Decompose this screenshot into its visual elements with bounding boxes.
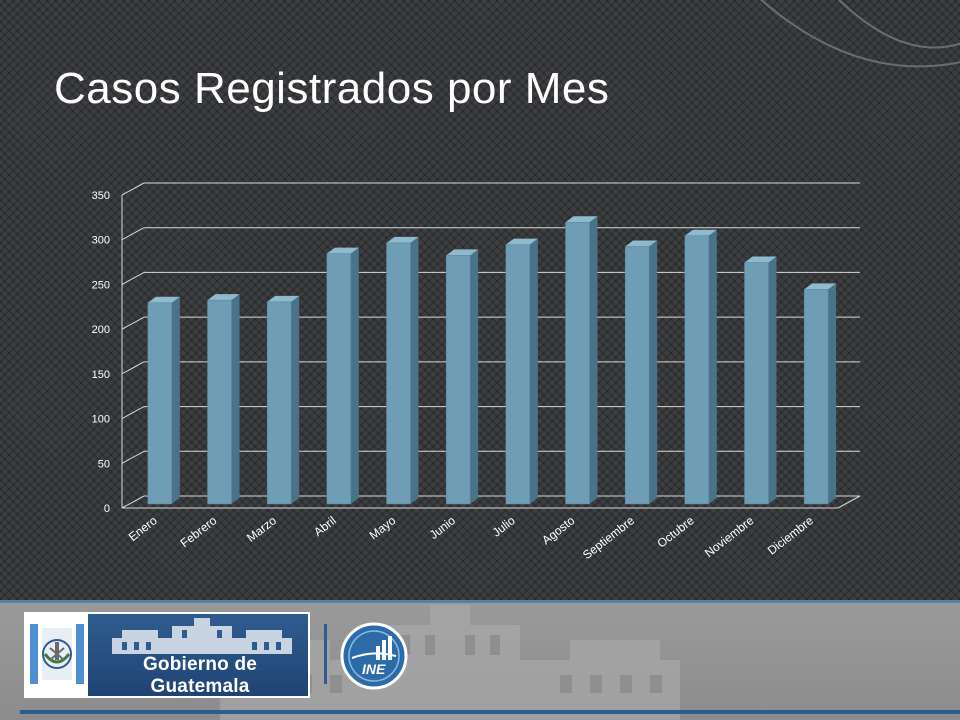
bar-top [386, 236, 419, 243]
y-tick-label: 150 [92, 369, 110, 381]
bar-febrero [207, 294, 240, 505]
bar-top [326, 247, 359, 254]
crest-box [26, 614, 88, 696]
bar-diciembre [803, 283, 837, 505]
bar-side [589, 216, 598, 505]
gobierno-label: Gobierno de Guatemala [142, 654, 258, 697]
bar-top [505, 238, 538, 245]
bar-junio [445, 249, 479, 505]
y-tick-label: 200 [92, 324, 110, 336]
x-tick-label: Mayo [367, 513, 399, 542]
gobierno-panel: Gobierno de Guatemala [24, 612, 310, 698]
gridline-diagonal [121, 495, 145, 509]
bar-top [565, 216, 598, 223]
bar-top [804, 283, 837, 290]
x-tick-label: Agosto [539, 513, 577, 547]
y-tick-label: 300 [92, 235, 110, 247]
bar-front [147, 302, 173, 505]
x-tick-label: Diciembre [765, 513, 816, 557]
bar-front [803, 289, 829, 505]
bar-top [625, 240, 658, 247]
bar-top [446, 249, 479, 256]
footer-divider [324, 624, 327, 684]
y-tick-label: 100 [92, 414, 110, 426]
bar-side [529, 238, 538, 504]
bar-front [505, 244, 531, 505]
bar-side [649, 240, 658, 504]
x-tick-label: Julio [490, 513, 518, 539]
bar-top [207, 294, 240, 301]
x-tick-label: Octubre [654, 513, 697, 551]
x-tick-label: Febrero [178, 513, 220, 550]
footer-top-line [0, 600, 960, 603]
x-tick-label: Septiembre [580, 513, 637, 562]
bar-front [445, 255, 471, 505]
bar-side [828, 283, 837, 504]
gridline-diagonal [121, 182, 145, 196]
bar-noviembre [744, 256, 777, 505]
bar-side [410, 236, 419, 504]
bar-marzo [266, 295, 300, 505]
gridline-diagonal [121, 406, 145, 420]
guatemala-crest-icon [30, 624, 84, 684]
floor-edge [837, 495, 861, 509]
bar-enero [147, 296, 180, 505]
bar-side [470, 249, 479, 504]
bar-top [744, 256, 777, 263]
bar-front [624, 246, 650, 505]
bar-top [147, 296, 180, 303]
bar-side [350, 247, 359, 504]
palace-icon [112, 618, 292, 654]
bar-front [386, 242, 411, 505]
page-title: Casos Registrados por Mes [54, 64, 610, 113]
bar-side [231, 294, 240, 504]
bar-agosto [565, 216, 598, 505]
footer-bottom-bar [20, 710, 960, 714]
bar-julio [505, 238, 538, 505]
gridline-diagonal [121, 227, 145, 241]
chart-bars [147, 216, 837, 505]
x-axis-ticks: Enero Febrero Marzo Abril Mayo Junio Julio Agos… [126, 513, 816, 562]
chart-grid [121, 182, 861, 509]
y-axis-ticks: 0 50 100 150 200 250 300 350 [92, 190, 110, 515]
gridline-diagonal [121, 271, 145, 285]
bar-septiembre [624, 240, 658, 505]
gridline-diagonal [121, 361, 145, 375]
bar-top [267, 295, 300, 302]
x-tick-label: Noviembre [702, 513, 757, 560]
y-tick-label: 50 [98, 458, 110, 470]
ine-logo-icon: INE [340, 622, 408, 690]
x-tick-label: Abril [311, 513, 339, 539]
x-tick-label: Junio [427, 513, 458, 542]
bar-side [171, 296, 180, 504]
bar-side [768, 256, 777, 504]
bar-chart: 0 50 100 150 200 250 300 350 Enero Febrero Marzo A… [92, 182, 861, 562]
ine-logo-text: INE [362, 661, 386, 677]
bar-front [684, 235, 710, 505]
bar-abril [326, 247, 359, 505]
bar-mayo [386, 236, 419, 505]
bar-side [708, 229, 717, 504]
bar-front [744, 262, 769, 505]
gridline-diagonal [121, 450, 145, 464]
bar-front [207, 299, 232, 505]
y-tick-label: 350 [92, 190, 110, 202]
bar-front [326, 253, 352, 505]
x-tick-label: Enero [126, 513, 160, 544]
y-tick-label: 0 [104, 503, 110, 515]
bar-front [266, 301, 292, 505]
bar-front [565, 222, 590, 505]
bar-side [291, 295, 300, 504]
gridline-diagonal [121, 316, 145, 330]
decorative-arcs [760, 0, 960, 68]
y-tick-label: 250 [92, 279, 110, 291]
bar-octubre [684, 229, 717, 505]
x-tick-label: Marzo [244, 513, 279, 545]
bar-top [684, 229, 717, 236]
